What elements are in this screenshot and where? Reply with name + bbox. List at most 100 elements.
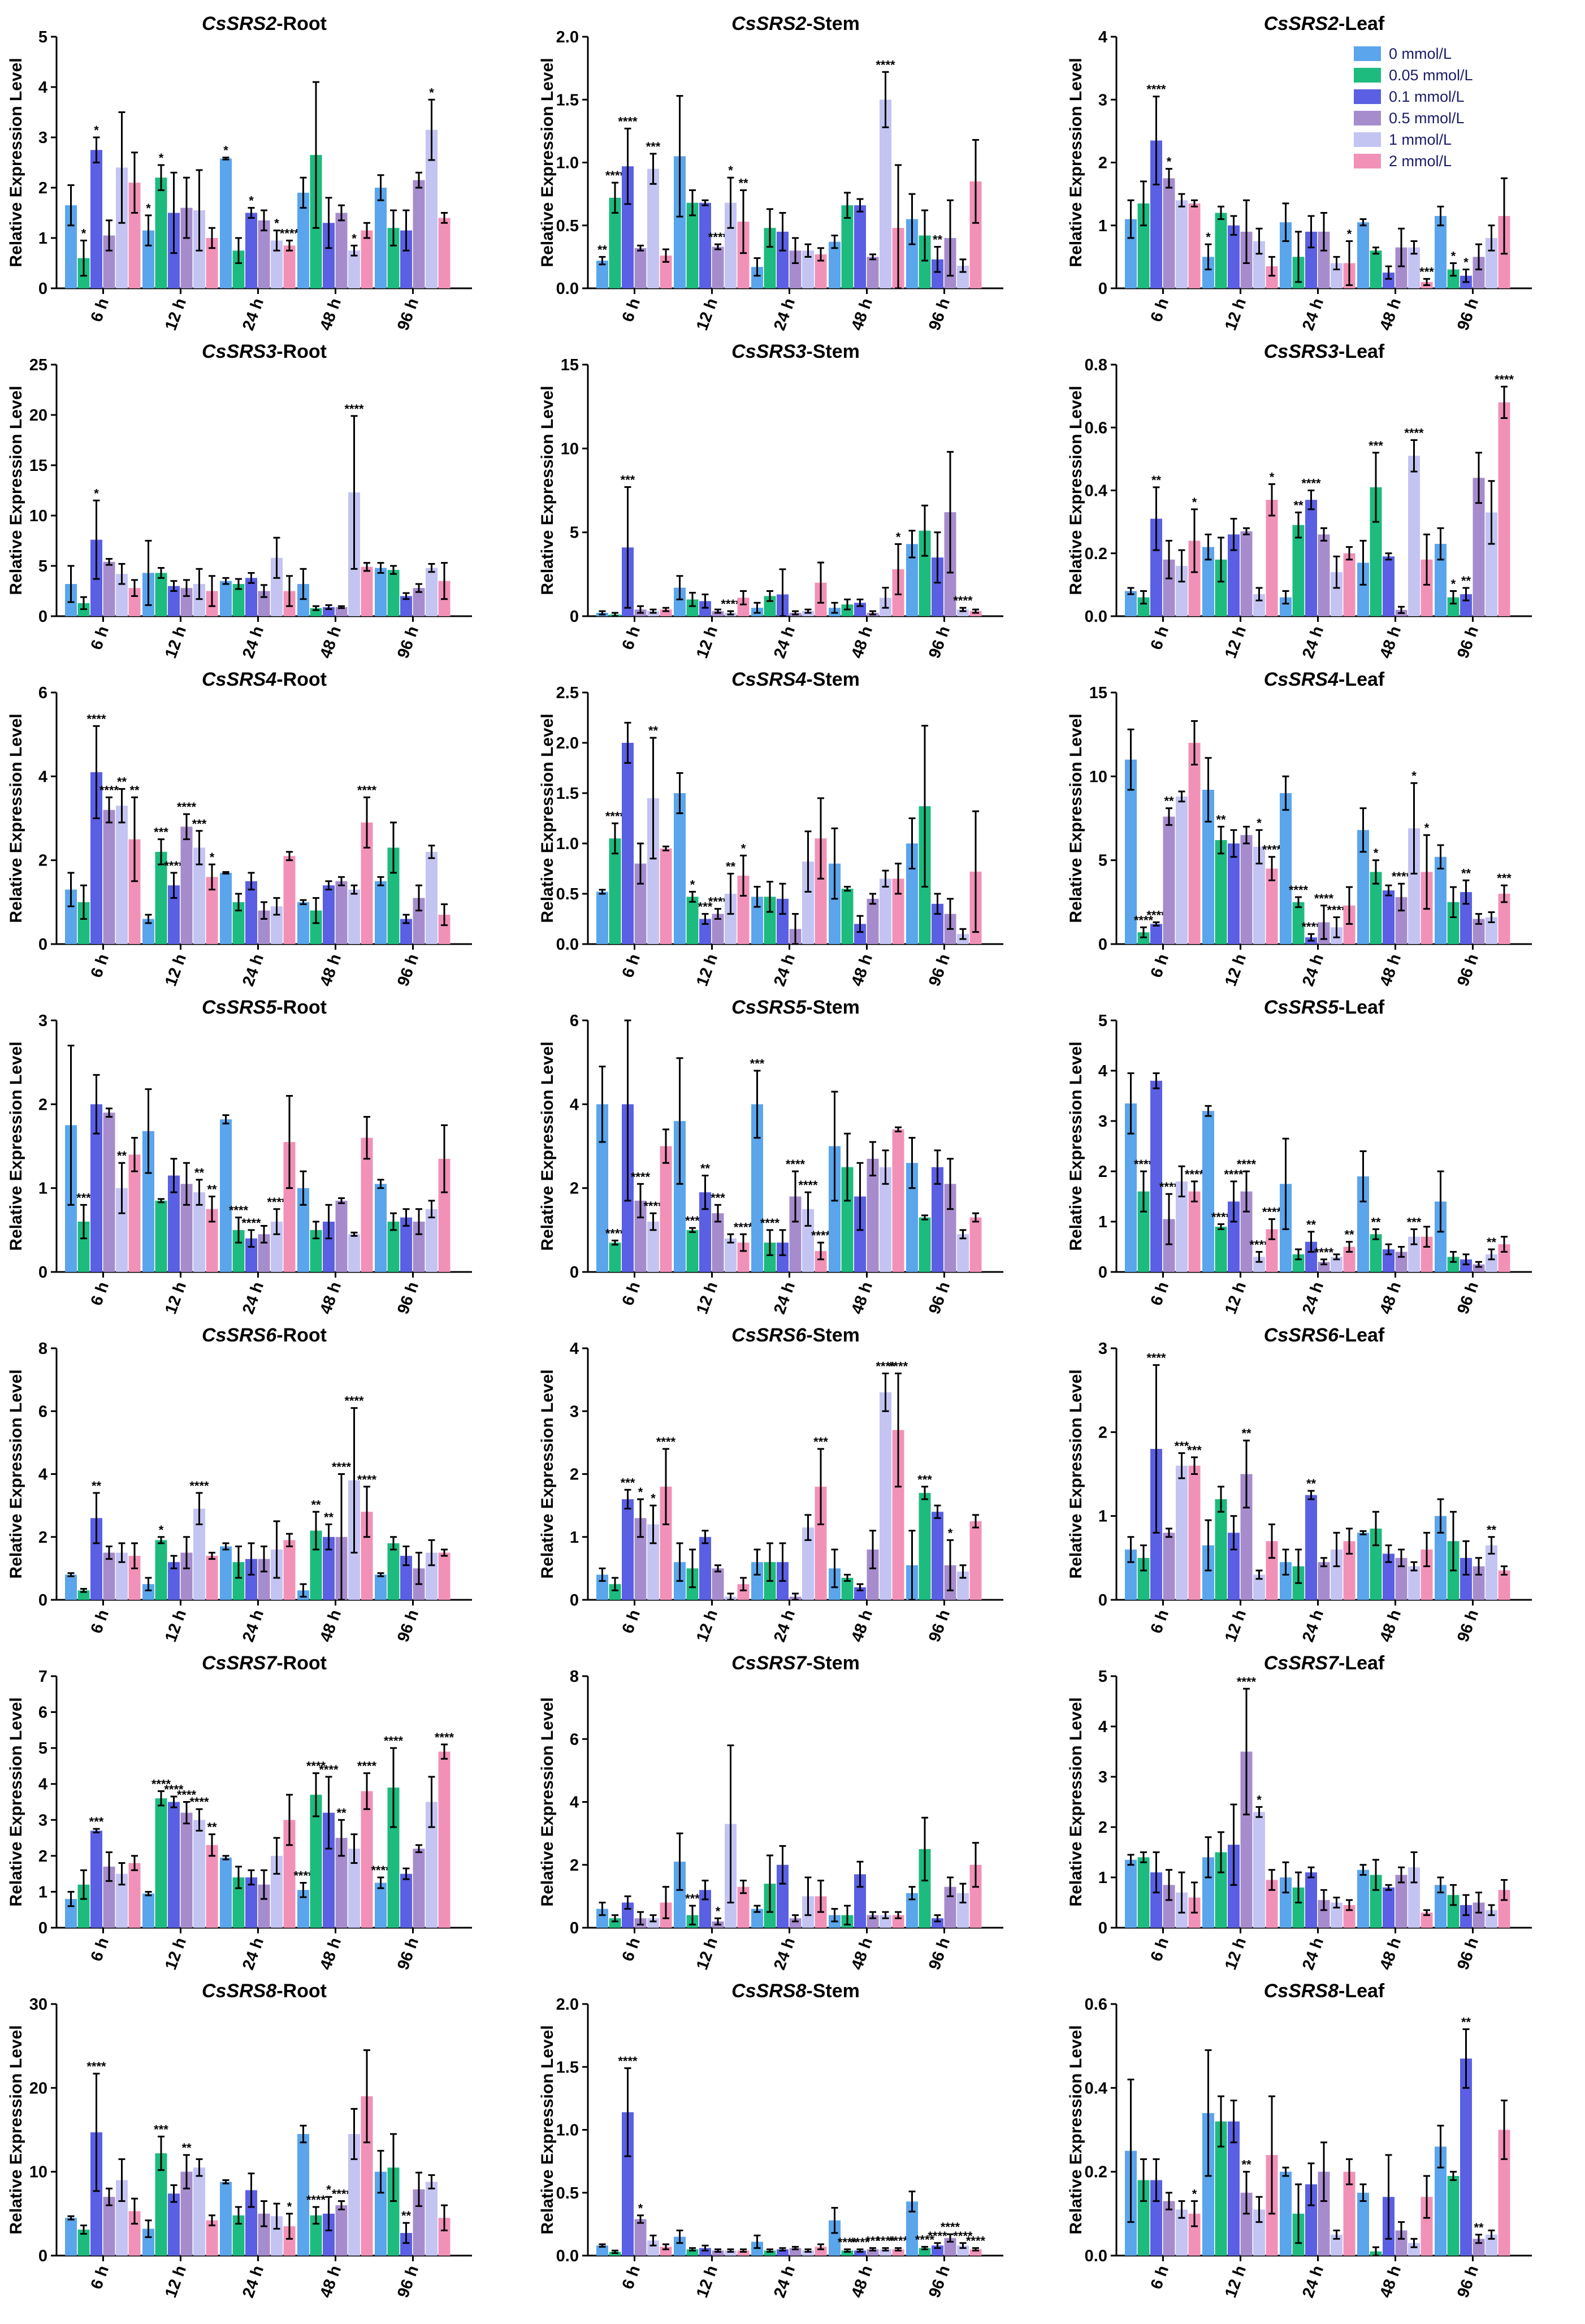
significance-label: ** — [336, 1806, 347, 1820]
y-tick-label: 20 — [29, 406, 47, 425]
x-tick-label: 96 h — [394, 1607, 422, 1644]
bar — [841, 889, 854, 944]
bar — [1473, 1902, 1485, 1928]
bar — [660, 609, 672, 616]
bar — [1150, 2180, 1162, 2256]
y-axis-label: Relative Expression Level — [538, 1369, 557, 1578]
bar — [932, 259, 943, 288]
y-tick-label: 1.5 — [556, 785, 579, 803]
bar — [400, 1556, 412, 1600]
bar — [1498, 402, 1510, 616]
bar — [155, 178, 167, 288]
bar — [802, 1209, 814, 1272]
y-tick-label: 0 — [1098, 1919, 1107, 1937]
panel-title: CsSRS6-Stem — [731, 1325, 860, 1346]
bar — [438, 1552, 451, 1600]
bar — [867, 2249, 879, 2256]
significance-label: * — [1257, 816, 1262, 830]
bar — [919, 1492, 931, 1600]
y-tick-label: 0 — [570, 1591, 579, 1609]
significance-label: ** — [1306, 1477, 1316, 1491]
y-tick-label: 0.8 — [1085, 356, 1107, 374]
bar — [155, 573, 167, 616]
significance-label: **** — [1146, 1351, 1166, 1365]
bar — [361, 2096, 373, 2256]
y-tick-label: 2.0 — [556, 734, 579, 752]
significance-label: *** — [76, 1191, 91, 1205]
bar — [310, 2215, 322, 2256]
bar — [361, 566, 373, 616]
bar — [1240, 1751, 1253, 1928]
bar — [609, 197, 621, 288]
x-tick-label: 6 h — [619, 1935, 644, 1963]
bar — [1435, 216, 1447, 288]
bar — [699, 1537, 711, 1600]
panel-title-gene: CsSRS8 — [731, 1980, 806, 2002]
y-tick-label: 0 — [38, 1919, 47, 1937]
bar — [65, 1574, 77, 1600]
y-tick-label: 0.4 — [1085, 482, 1107, 500]
panel-title: CsSRS7-Leaf — [1264, 1652, 1385, 1674]
bar — [1266, 868, 1278, 944]
bar — [283, 245, 296, 288]
significance-label: **** — [786, 1157, 806, 1171]
bar — [802, 862, 814, 944]
significance-label: * — [1192, 495, 1197, 509]
bar — [335, 881, 348, 944]
bar — [1498, 2130, 1510, 2256]
x-tick-label: 48 h — [317, 2263, 345, 2300]
x-tick-label: 96 h — [925, 624, 954, 660]
significance-label: ** — [324, 1511, 334, 1525]
bar — [764, 1243, 776, 1272]
bar — [220, 1119, 232, 1272]
significance-label: **** — [319, 1763, 339, 1777]
bar — [1215, 559, 1227, 616]
bar — [220, 872, 232, 944]
panel-title-gene: CsSRS6 — [202, 1325, 277, 1346]
bar — [1125, 1859, 1137, 1928]
significance-label: *** — [685, 1214, 700, 1228]
panel-title: CsSRS4-Stem — [731, 669, 860, 690]
x-tick-label: 48 h — [848, 1607, 876, 1644]
x-tick-label: 6 h — [619, 1607, 644, 1635]
bar — [258, 1559, 270, 1600]
bar — [737, 875, 750, 944]
panel-cssrs8-stem: CsSRS8-Stem Relative Expression Level 0.0 0… — [538, 1980, 1003, 2300]
x-tick-label: 6 h — [88, 1935, 112, 1963]
bar — [686, 599, 699, 616]
panel-title-gene: CsSRS5 — [202, 997, 277, 1018]
significance-label: **** — [966, 2234, 986, 2248]
significance-label: **** — [1134, 1157, 1154, 1171]
x-tick-label: 96 h — [394, 1279, 422, 1316]
x-tick-label: 96 h — [394, 1935, 422, 1972]
bar — [155, 851, 167, 944]
bar — [1163, 1533, 1175, 1600]
legend-swatch — [1354, 68, 1381, 83]
bar — [323, 1537, 335, 1600]
bar — [116, 1188, 128, 1272]
y-tick-label: 4 — [570, 1340, 579, 1358]
bar — [1460, 1557, 1472, 1600]
x-tick-label: 96 h — [925, 1607, 954, 1644]
significance-label: ** — [1306, 1218, 1316, 1232]
bar — [1331, 1902, 1343, 1928]
bar — [1266, 500, 1278, 616]
y-tick-label: 2.5 — [556, 684, 579, 702]
significance-label: **** — [721, 597, 740, 611]
bar — [932, 557, 943, 616]
y-tick-label: 1.0 — [556, 154, 579, 172]
x-tick-label: 24 h — [239, 1607, 267, 1644]
significance-label: **** — [164, 859, 184, 873]
bar — [400, 1873, 412, 1928]
bar — [206, 1209, 218, 1272]
y-tick-label: 6 — [570, 1012, 579, 1030]
x-tick-label: 12 h — [693, 1279, 721, 1316]
bar — [1125, 219, 1137, 288]
significance-label: **** — [1146, 83, 1166, 97]
y-tick-label: 4 — [1098, 28, 1107, 46]
y-tick-label: 1 — [1098, 217, 1107, 235]
significance-label: * — [638, 2201, 643, 2215]
bar — [77, 2230, 90, 2256]
bar — [220, 2182, 232, 2256]
y-tick-label: 3 — [38, 1012, 47, 1030]
